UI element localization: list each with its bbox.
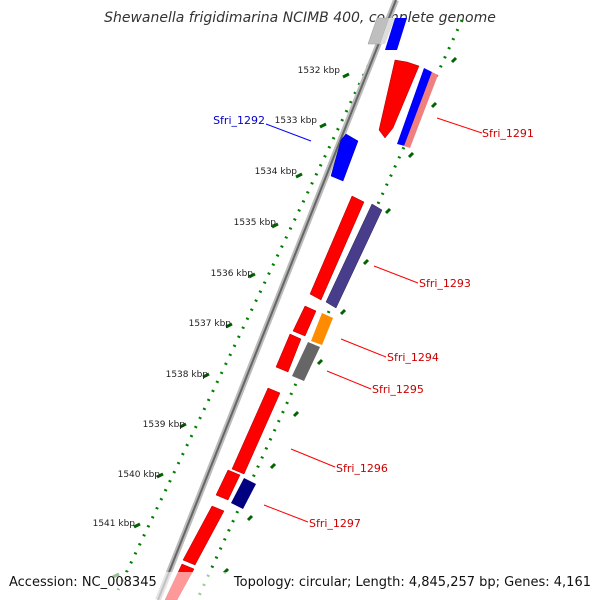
gene-gray-1295[interactable] <box>292 342 320 381</box>
outer-dotted-track <box>116 19 392 591</box>
ruler-label: 1538 kbp <box>166 370 209 380</box>
label-sfri-1293[interactable]: Sfri_1293 <box>419 277 471 290</box>
ruler-tick <box>133 522 141 529</box>
ruler-tick <box>202 372 210 379</box>
gene-partial-light <box>380 18 395 44</box>
ruler-tick <box>319 122 327 129</box>
inner-tick <box>362 258 370 266</box>
gene-sfri-1291[interactable] <box>378 59 420 139</box>
ruler-label: 1536 kbp <box>211 269 254 279</box>
gene-sfri-1296[interactable] <box>231 387 281 475</box>
connector-sfri-1291 <box>436 117 483 134</box>
ruler-ticks <box>112 72 350 579</box>
ruler-label: 1541 kbp <box>93 519 136 529</box>
gene-sfri-1293[interactable] <box>309 195 365 301</box>
gene-blue-strand[interactable] <box>397 68 432 146</box>
inner-tick <box>246 514 254 522</box>
ruler-label: 1539 kbp <box>143 420 186 430</box>
gene-orange-1294[interactable] <box>311 313 333 345</box>
connector-sfri-1296 <box>290 448 336 468</box>
inner-tick <box>316 358 324 366</box>
connector-sfri-1293 <box>373 265 419 284</box>
topology-text: Topology: circular; Length: 4,845,257 bp… <box>233 575 591 590</box>
ruler-label: 1540 kbp <box>118 470 161 480</box>
inner-tick <box>384 207 392 215</box>
ruler-tick <box>271 222 279 229</box>
gene-slate-1293[interactable] <box>325 203 383 309</box>
gene-sfri-1292[interactable] <box>330 133 359 182</box>
inner-tick <box>292 410 300 418</box>
ruler-tick <box>156 472 164 479</box>
ruler-tick <box>248 272 256 279</box>
inner-ticks <box>222 56 458 575</box>
gene-partial-blue[interactable] <box>385 18 407 50</box>
gene-sfri-1294[interactable] <box>292 305 317 337</box>
gene-navy-1297[interactable] <box>231 478 256 509</box>
label-sfri-1294[interactable]: Sfri_1294 <box>387 351 439 364</box>
inner-tick <box>430 101 438 109</box>
label-sfri-1297[interactable]: Sfri_1297 <box>309 517 361 530</box>
gene-sfri-1295[interactable] <box>275 333 302 373</box>
ruler-label: 1533 kbp <box>275 116 318 126</box>
inner-tick <box>269 462 277 470</box>
label-sfri-1296[interactable]: Sfri_1296 <box>336 462 388 475</box>
connector-sfri-1292 <box>265 123 312 142</box>
gene-pink-strand[interactable] <box>404 72 438 148</box>
ruler-label: 1535 kbp <box>234 218 277 228</box>
connector-sfri-1297 <box>263 504 309 523</box>
ruler-label: 1534 kbp <box>255 167 298 177</box>
map-title: Shewanella frigidimarina NCIMB 400, comp… <box>104 10 496 26</box>
inner-tick <box>450 56 458 64</box>
ruler-tick <box>295 172 303 179</box>
connector-sfri-1294 <box>340 338 387 358</box>
ruler-tick <box>342 72 350 79</box>
footer-band <box>0 572 600 600</box>
inner-tick <box>339 308 347 316</box>
ruler-label: 1532 kbp <box>298 66 341 76</box>
genome-backbone-core <box>157 0 397 600</box>
ruler-tick <box>179 422 187 429</box>
gene-red-lower[interactable] <box>182 505 225 566</box>
label-sfri-1291[interactable]: Sfri_1291 <box>482 127 534 140</box>
connector-sfri-1295 <box>326 370 372 390</box>
label-sfri-1295[interactable]: Sfri_1295 <box>372 383 424 396</box>
gene-sfri-1297[interactable] <box>215 469 241 501</box>
ruler-label: 1537 kbp <box>189 319 232 329</box>
ruler-tick <box>225 322 233 329</box>
inner-tick <box>407 151 415 159</box>
label-sfri-1292[interactable]: Sfri_1292 <box>213 114 265 127</box>
accession-text: Accession: NC_008345 <box>9 575 157 590</box>
